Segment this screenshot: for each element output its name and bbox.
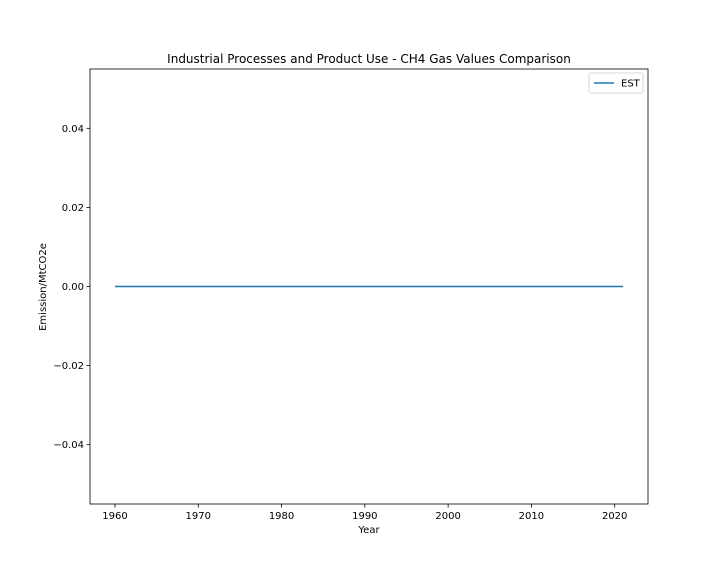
legend: EST (588, 72, 644, 94)
x-tick-label: 2020 (602, 511, 627, 522)
chart-title: Industrial Processes and Product Use - C… (167, 52, 571, 66)
x-axis-label: Year (357, 525, 380, 536)
x-tick-label: 1990 (352, 511, 377, 522)
y-axis: −0.04 −0.02 0.00 0.02 0.04 (53, 124, 90, 451)
x-tick-label: 1960 (102, 511, 127, 522)
y-axis-label: Emission/MtCO2e (38, 243, 49, 331)
x-tick-label: 2010 (519, 511, 544, 522)
y-tick-label: −0.02 (53, 361, 84, 372)
legend-box (588, 72, 644, 94)
y-tick-label: 0.00 (62, 282, 84, 293)
x-tick-label: 1980 (269, 511, 294, 522)
y-tick-label: −0.04 (53, 440, 84, 451)
x-tick-label: 1970 (186, 511, 211, 522)
x-axis: 1960 1970 1980 1990 2000 2010 2020 (102, 504, 627, 522)
y-tick-label: 0.04 (62, 124, 84, 135)
legend-label-est: EST (621, 79, 641, 90)
y-tick-label: 0.02 (62, 203, 84, 214)
x-tick-label: 2000 (435, 511, 460, 522)
